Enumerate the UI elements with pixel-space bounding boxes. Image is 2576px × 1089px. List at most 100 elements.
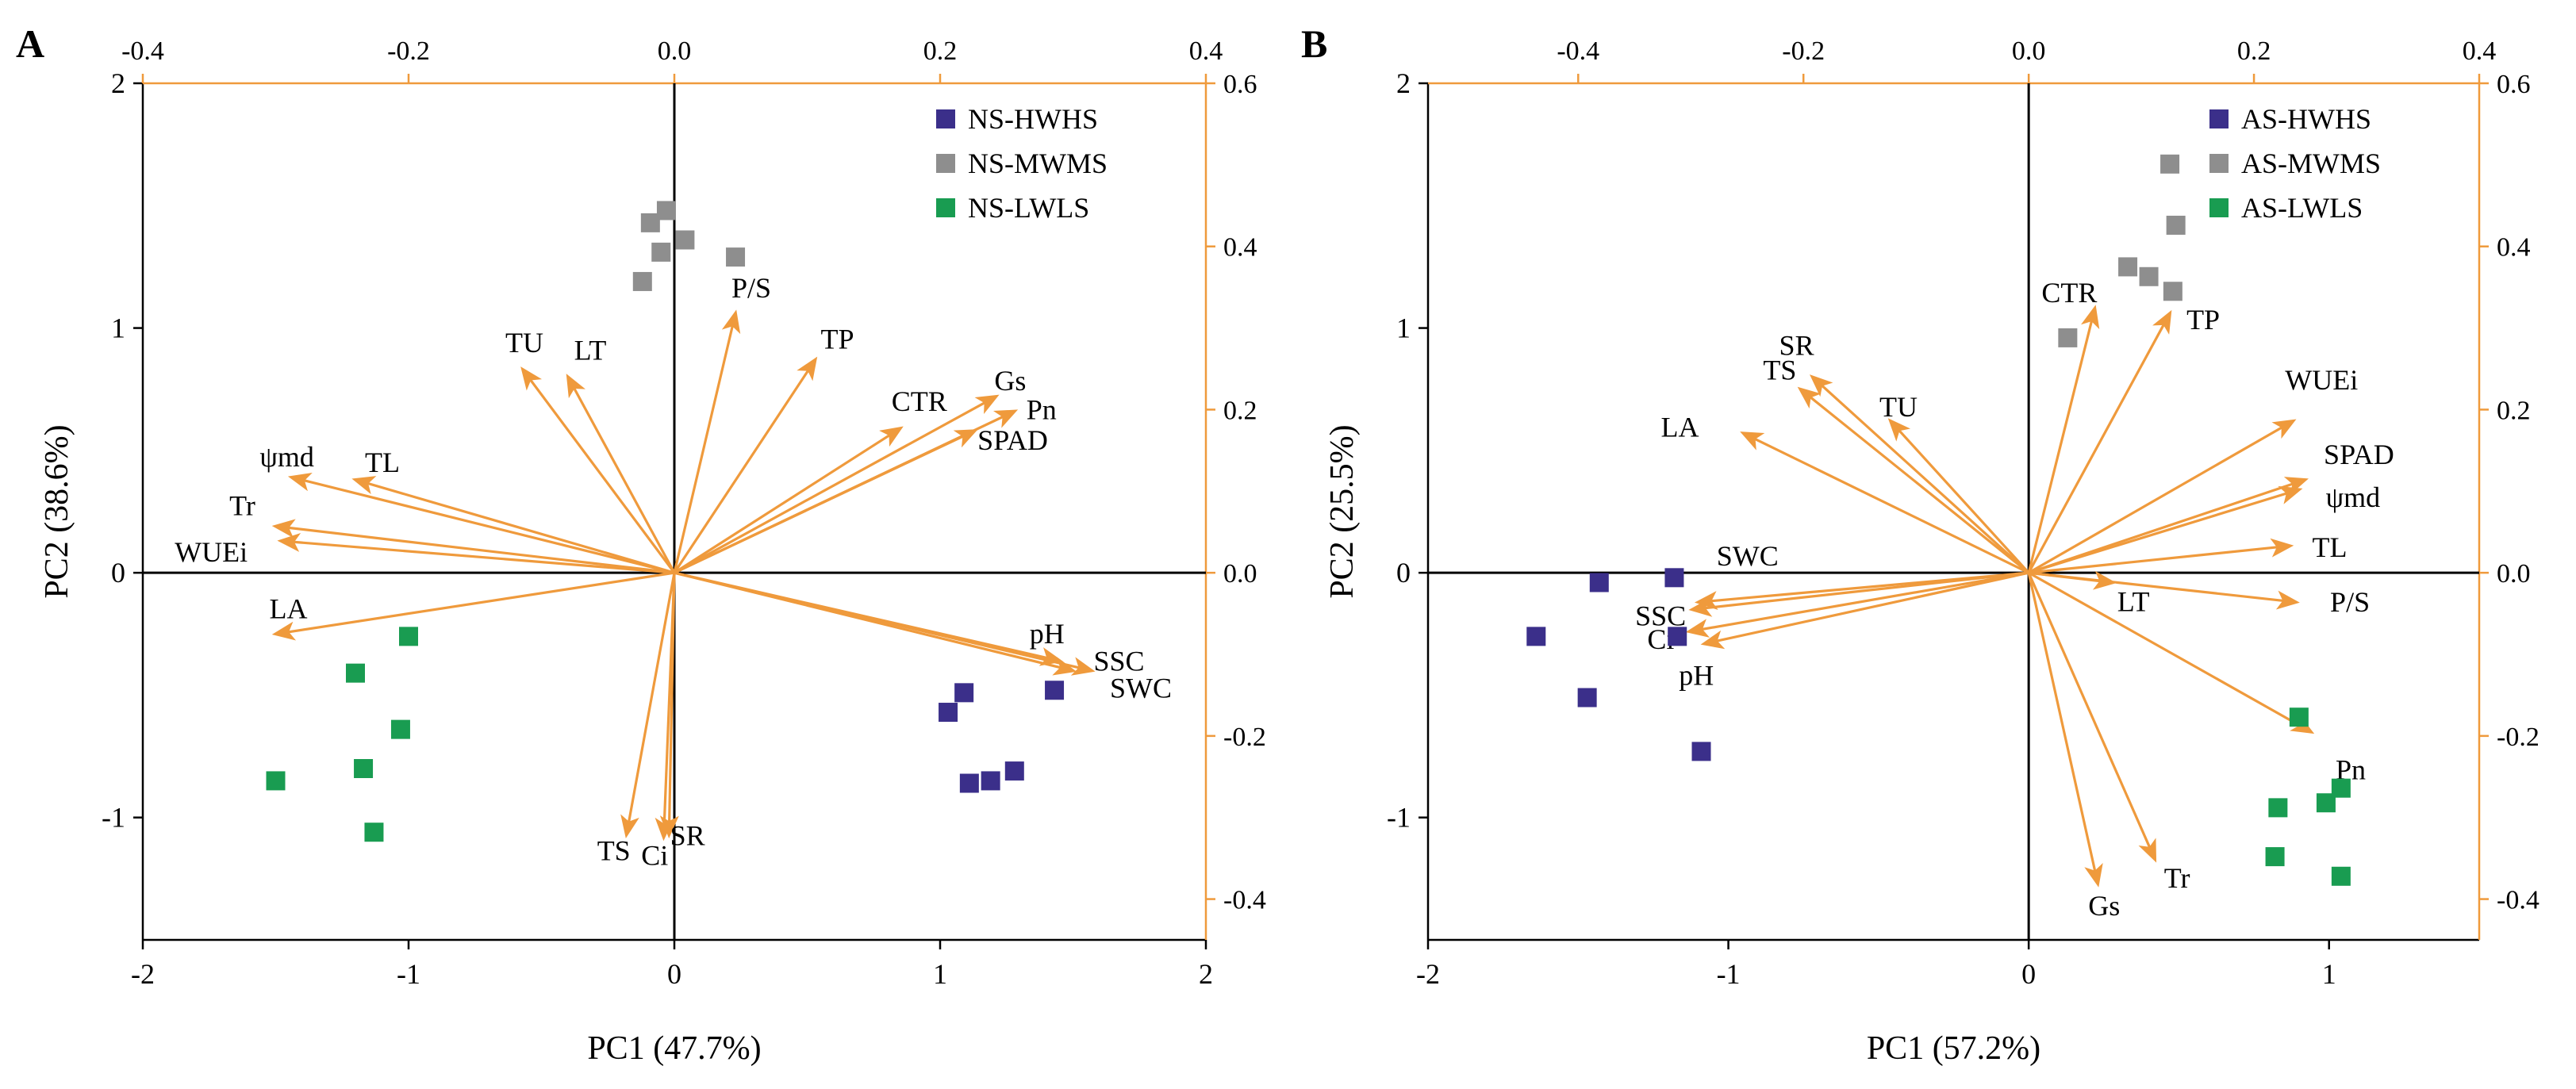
- top-tick-label: -0.2: [1782, 36, 1825, 66]
- top-tick-label: 0.0: [2012, 36, 2046, 66]
- loading-arrow: [620, 572, 676, 839]
- loading-label: TP: [2186, 304, 2220, 336]
- score-point: [266, 771, 286, 791]
- top-tick-label: -0.2: [387, 36, 430, 66]
- x-tick-label: 2: [1199, 958, 1213, 990]
- x-tick-label: -2: [131, 958, 155, 990]
- loading-label: P/S: [2330, 586, 2370, 618]
- score-point: [726, 247, 746, 267]
- legend-label: AS-MWMS: [2241, 148, 2381, 179]
- score-point: [2331, 778, 2351, 798]
- y-tick-label: 0: [111, 557, 125, 589]
- loading-label: Pn: [1027, 393, 1057, 425]
- loading-label: TP: [821, 324, 854, 355]
- loading-arrow: [277, 533, 675, 574]
- legend-swatch: [2209, 198, 2229, 217]
- loading-label: Ci: [641, 839, 668, 871]
- loading-arrow: [2028, 538, 2294, 574]
- loading-arrow: [674, 571, 1096, 676]
- score-point: [954, 683, 974, 703]
- loading-label: SPAD: [977, 424, 1048, 456]
- x-tick-label: 1: [2322, 958, 2336, 990]
- legend-label: NS-LWLS: [968, 192, 1089, 224]
- score-point: [2316, 793, 2336, 813]
- score-point: [346, 663, 365, 683]
- score-point: [651, 242, 671, 262]
- loading-label: TS: [597, 834, 631, 866]
- legend-label: NS-MWMS: [968, 148, 1108, 179]
- top-tick-label: -0.4: [1557, 36, 1599, 66]
- score-point: [1664, 568, 1684, 588]
- score-point: [1004, 761, 1024, 781]
- loading-label: WUEi: [175, 536, 248, 568]
- score-point: [2118, 257, 2138, 277]
- score-point: [675, 230, 695, 250]
- loading-label: pH: [1030, 618, 1065, 650]
- loading-label: SWC: [1110, 673, 1172, 704]
- loading-label: TL: [365, 447, 400, 478]
- loading-arrow: [2028, 571, 2300, 610]
- top-tick-label: 0.4: [1189, 36, 1223, 66]
- top-tick-label: 0.4: [2463, 36, 2497, 66]
- right-tick-label: -0.2: [2497, 723, 2540, 752]
- score-point: [1589, 573, 1609, 592]
- score-point: [2166, 215, 2186, 235]
- loading-arrow: [1740, 431, 2029, 574]
- right-tick-label: 0.4: [1223, 233, 1257, 263]
- legend-swatch: [936, 109, 955, 128]
- loading-arrow: [2027, 572, 2157, 863]
- loading-label: TU: [1879, 391, 1918, 423]
- score-point: [939, 703, 958, 723]
- score-point: [364, 823, 384, 842]
- loading-label: ψmd: [2326, 481, 2381, 513]
- loading-arrow: [1685, 571, 2029, 638]
- score-point: [981, 771, 1000, 791]
- loading-label: P/S: [731, 272, 771, 304]
- x-tick-label: 1: [933, 958, 947, 990]
- score-point: [2139, 266, 2159, 286]
- score-point: [2289, 707, 2309, 727]
- loading-arrow: [351, 476, 675, 574]
- right-tick-label: 0.0: [2497, 559, 2531, 589]
- loading-arrow: [674, 429, 978, 574]
- loading-label: SWC: [1717, 540, 1779, 572]
- loading-arrow: [1700, 571, 2029, 650]
- right-tick-label: -0.4: [2497, 886, 2540, 915]
- loading-arrow: [674, 394, 1000, 574]
- x-tick-label: 0: [667, 958, 681, 990]
- legend-swatch: [2209, 154, 2229, 173]
- loading-label: TS: [1763, 355, 1796, 386]
- loading-arrow: [673, 356, 818, 574]
- y-tick-label: 0: [1396, 557, 1411, 589]
- top-tick-label: -0.4: [121, 36, 164, 66]
- score-point: [2268, 798, 2288, 818]
- legend-swatch: [936, 154, 955, 173]
- loading-arrow: [655, 573, 676, 842]
- loading-label: CTR: [892, 385, 947, 417]
- x-tick-label: -1: [1717, 958, 1741, 990]
- loading-arrow: [2027, 572, 2103, 888]
- score-point: [1668, 627, 1687, 646]
- legend-swatch: [936, 198, 955, 217]
- loading-label: LA: [1661, 411, 1699, 443]
- top-tick-label: 0.2: [923, 36, 958, 66]
- score-point: [959, 773, 979, 793]
- panel-b-chart: -2 -1 0 1 -1 0 1 2 -0.4 -0.2 0.0 0.2 0.4 -0.4 -0.2 0.0 0…: [1324, 36, 2540, 1067]
- loading-label: LT: [2117, 585, 2150, 617]
- loading-label: TL: [2313, 531, 2348, 563]
- loading-label: Tr: [2164, 862, 2190, 894]
- loading-label: LT: [574, 334, 607, 366]
- y-tick-label: 2: [111, 67, 125, 99]
- top-tick-label: 0.0: [658, 36, 692, 66]
- y-tick-label: -1: [1387, 802, 1411, 834]
- loading-arrow: [2028, 571, 2315, 734]
- score-point: [1691, 742, 1711, 761]
- legend-label: AS-LWLS: [2241, 192, 2363, 224]
- right-tick-label: 0.4: [2497, 233, 2531, 263]
- score-point: [399, 627, 418, 646]
- panel-b-letter: B: [1301, 21, 1327, 66]
- loading-label: Gs: [2088, 890, 2120, 922]
- loading-label: Tr: [229, 490, 255, 522]
